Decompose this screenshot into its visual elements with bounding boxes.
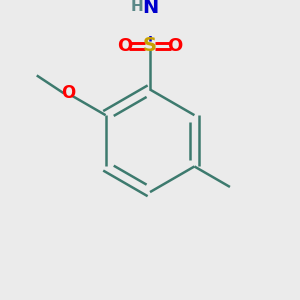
Text: O: O bbox=[167, 37, 183, 55]
Text: O: O bbox=[61, 84, 75, 102]
Text: S: S bbox=[143, 36, 157, 56]
Text: H: H bbox=[131, 0, 144, 14]
Text: N: N bbox=[142, 0, 158, 17]
Text: O: O bbox=[117, 37, 133, 55]
